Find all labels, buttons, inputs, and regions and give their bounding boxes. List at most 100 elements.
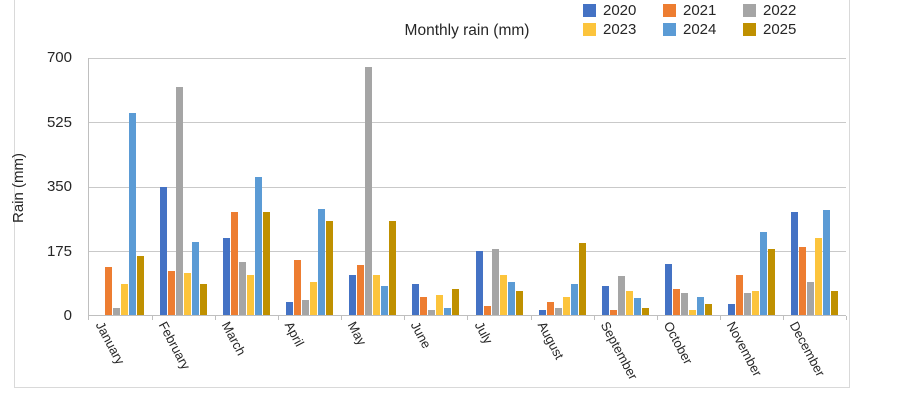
bar-2024-march [255, 177, 263, 315]
x-label-october: October [660, 319, 696, 367]
bar-2024-february [192, 241, 200, 315]
legend-label: 2021 [683, 1, 717, 19]
gridline-700 [89, 58, 846, 59]
plot-area [87, 58, 848, 320]
bar-2025-january [137, 256, 145, 315]
bar-2023-march [247, 274, 255, 315]
bar-2021-march [231, 212, 239, 315]
bar-2025-june [452, 289, 460, 315]
bar-2024-july [507, 281, 515, 315]
month-group-november [720, 58, 784, 320]
bar-2023-august [562, 296, 570, 315]
bar-2022-may [365, 67, 373, 315]
bar-2023-july [499, 274, 507, 315]
bar-2022-april [302, 300, 310, 315]
bar-2022-october [680, 292, 688, 315]
y-tick-175: 175 [46, 242, 72, 260]
month-group-october [657, 58, 721, 320]
month-group-july [467, 58, 532, 320]
bar-2021-july [483, 305, 491, 315]
bar-2023-december [814, 237, 822, 315]
legend-label: 2020 [603, 1, 637, 19]
bar-2022-february [176, 87, 184, 315]
month-group-may [341, 58, 406, 320]
bar-2022-july [491, 248, 499, 315]
bar-2020-may [349, 274, 357, 315]
gridline-525 [89, 122, 846, 124]
bar-2021-january [105, 267, 113, 315]
x-label-june: June [408, 319, 435, 351]
y-tick-350: 350 [46, 178, 72, 195]
bar-2021-february [168, 270, 176, 315]
legend-label: 2025 [763, 20, 797, 38]
bar-2020-october [664, 263, 672, 315]
gridline-175 [89, 250, 846, 252]
bar-2020-march [223, 237, 231, 315]
bar-2022-january [113, 307, 121, 315]
legend-label: 2024 [683, 20, 717, 38]
bar-2023-november [751, 291, 759, 315]
bar-2025-december [830, 291, 838, 315]
x-label-march: March [218, 319, 249, 358]
legend: 2020 2021 2022 2023 2024 2025 [583, 1, 823, 38]
legend-swatch-2020 [583, 3, 596, 17]
bar-2025-march [263, 212, 271, 315]
bar-2025-september [641, 307, 649, 315]
month-group-september [594, 58, 658, 320]
bar-2021-may [357, 265, 365, 315]
bar-2025-february [200, 283, 208, 315]
bar-2020-august [538, 309, 546, 315]
bar-2020-november [727, 304, 735, 315]
legend-label: 2022 [763, 1, 797, 19]
bar-2021-june [420, 296, 428, 315]
bar-2025-november [767, 248, 775, 315]
month-group-april [278, 58, 343, 320]
bar-2024-may [381, 285, 389, 315]
x-label-april: April [281, 319, 308, 350]
legend-item-2022: 2022 [743, 1, 823, 19]
month-group-december [783, 58, 848, 320]
bar-2023-april [310, 281, 318, 315]
bar-2023-january [121, 283, 129, 315]
x-label-november: November [724, 319, 766, 379]
bar-2024-june [444, 307, 452, 315]
bar-2021-november [735, 274, 743, 315]
x-label-may: May [345, 319, 370, 348]
month-group-march [215, 58, 280, 320]
legend-swatch-2025 [743, 22, 756, 36]
bar-2022-november [743, 292, 751, 315]
x-label-february: February [155, 319, 194, 372]
month-group-june [404, 58, 469, 320]
x-label-august: August [534, 319, 567, 362]
bar-2020-february [160, 186, 168, 315]
bar-2023-may [373, 274, 381, 315]
bar-2020-december [790, 212, 798, 315]
x-label-july: July [471, 319, 496, 347]
month-group-january [87, 58, 154, 320]
bar-2025-august [578, 243, 586, 315]
bar-2022-june [428, 309, 436, 315]
y-tick-700: 700 [46, 49, 72, 66]
bar-2020-april [286, 302, 294, 315]
legend-swatch-2021 [663, 3, 676, 17]
chart-frame [14, 0, 850, 388]
legend-item-2021: 2021 [663, 1, 743, 19]
y-axis-tick-labels: 700 525 350 175 0 [30, 49, 78, 324]
y-tick-0: 0 [63, 307, 72, 324]
bar-2025-april [326, 221, 334, 315]
legend-swatch-2024 [663, 22, 676, 36]
x-label-september: September [597, 319, 641, 383]
bar-2025-october [704, 304, 712, 315]
legend-item-2020: 2020 [583, 1, 663, 19]
x-label-december: December [787, 319, 829, 379]
legend-label: 2023 [603, 20, 637, 38]
x-axis-labels: January February March April May June Ju… [88, 319, 846, 387]
legend-swatch-2022 [743, 3, 756, 17]
month-group-february [152, 58, 217, 320]
x-label-january: January [92, 319, 128, 367]
bar-2021-october [672, 289, 680, 315]
bar-2024-november [759, 232, 767, 315]
gridline-350 [89, 186, 846, 188]
bar-2023-february [184, 272, 192, 315]
